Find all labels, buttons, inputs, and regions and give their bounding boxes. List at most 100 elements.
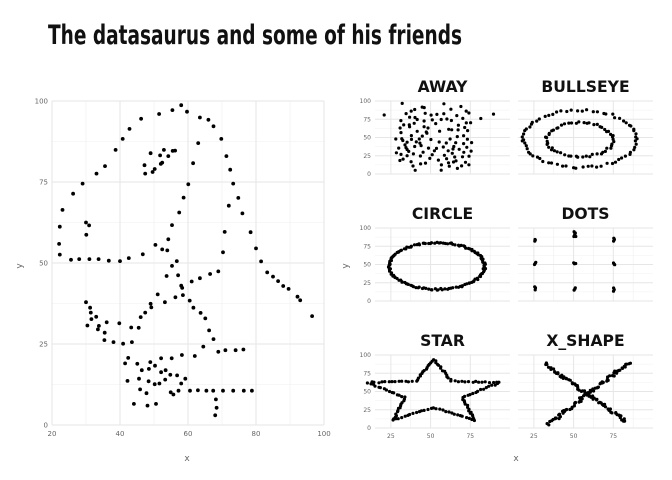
panel-away: 0 25 50 75 100 AWAY [360, 78, 510, 178]
data-point [603, 127, 607, 132]
data-point [427, 241, 431, 246]
data-point [555, 162, 560, 166]
data-point [387, 380, 391, 384]
data-point [160, 160, 165, 165]
data-point [407, 245, 411, 249]
data-point [535, 155, 540, 159]
y-tick-label: 75 [39, 178, 48, 186]
panel-title-dots: DOTS [561, 205, 609, 223]
data-point [408, 412, 412, 417]
data-point [163, 300, 167, 305]
data-point [380, 380, 384, 384]
data-point [430, 153, 434, 157]
data-point [456, 128, 460, 132]
data-point [152, 382, 157, 387]
data-point [552, 149, 557, 153]
data-point [453, 379, 457, 383]
data-point [103, 164, 107, 169]
data-point [523, 129, 527, 133]
data-point [552, 367, 556, 371]
data-point [535, 119, 539, 123]
data-point [424, 286, 428, 290]
data-point [454, 159, 458, 163]
panel-title-star: STAR [420, 332, 465, 350]
data-point [88, 305, 92, 310]
data-point [623, 154, 628, 158]
data-point [148, 151, 153, 156]
data-point [400, 416, 404, 420]
data-point [170, 264, 174, 268]
data-point [139, 116, 144, 121]
data-point [620, 156, 624, 160]
data-point [436, 158, 440, 162]
data-point [168, 372, 173, 377]
data-point [214, 397, 218, 402]
data-point [622, 119, 626, 123]
y-tick-label: 0 [367, 425, 371, 432]
data-point [409, 160, 413, 164]
data-point [444, 141, 448, 145]
data-point [216, 269, 221, 274]
data-point [463, 380, 467, 384]
data-point [87, 223, 91, 228]
data-point [155, 292, 160, 297]
data-point [135, 361, 140, 366]
data-point [94, 171, 99, 176]
data-point [581, 155, 585, 159]
data-point [207, 328, 212, 333]
data-point [138, 387, 143, 392]
data-point [574, 166, 578, 170]
data-point [474, 379, 478, 383]
data-point [541, 159, 545, 164]
data-point [241, 347, 246, 352]
data-point [408, 125, 412, 129]
x-tick-label: 40 [116, 430, 125, 438]
data-point [211, 337, 216, 341]
data-point [393, 380, 397, 384]
data-point [170, 223, 174, 228]
data-point [150, 170, 155, 174]
data-point [441, 145, 445, 149]
data-point [310, 314, 314, 318]
data-point [628, 150, 633, 154]
data-point [440, 288, 444, 292]
data-point [611, 261, 616, 265]
data-point [465, 282, 469, 286]
data-point [437, 140, 441, 144]
data-point [60, 208, 65, 212]
data-point [466, 129, 470, 133]
data-point [369, 382, 373, 386]
panel-dino: 0 25 50 75 100 20 40 60 80 100 [35, 97, 331, 438]
data-point [479, 116, 483, 121]
data-point [213, 413, 218, 418]
panel-x-shape: 25 50 75 X_SHAPE [518, 332, 653, 440]
data-point [444, 410, 448, 414]
data-point [126, 256, 131, 260]
data-point [634, 132, 638, 136]
data-point [405, 154, 409, 158]
data-point [403, 414, 407, 418]
data-point [420, 134, 424, 138]
data-point [456, 243, 461, 247]
data-point [413, 115, 417, 120]
data-point [231, 388, 236, 393]
data-point [382, 113, 386, 117]
data-point [453, 155, 457, 159]
data-point [163, 377, 168, 382]
data-point [634, 135, 638, 139]
data-point [216, 349, 221, 354]
data-point [411, 285, 415, 289]
x-tick-label: 25 [387, 433, 395, 440]
data-point [121, 341, 125, 346]
data-point [452, 412, 456, 416]
data-point [414, 140, 418, 144]
panel-star: 0 25 50 75 100 25 50 75 STAR [360, 332, 510, 440]
data-point [401, 138, 405, 143]
data-point [598, 125, 602, 129]
data-point [430, 118, 434, 122]
data-point [565, 407, 569, 412]
data-point [85, 323, 90, 328]
data-point [228, 167, 233, 172]
data-point [492, 380, 496, 385]
data-point [461, 116, 465, 120]
